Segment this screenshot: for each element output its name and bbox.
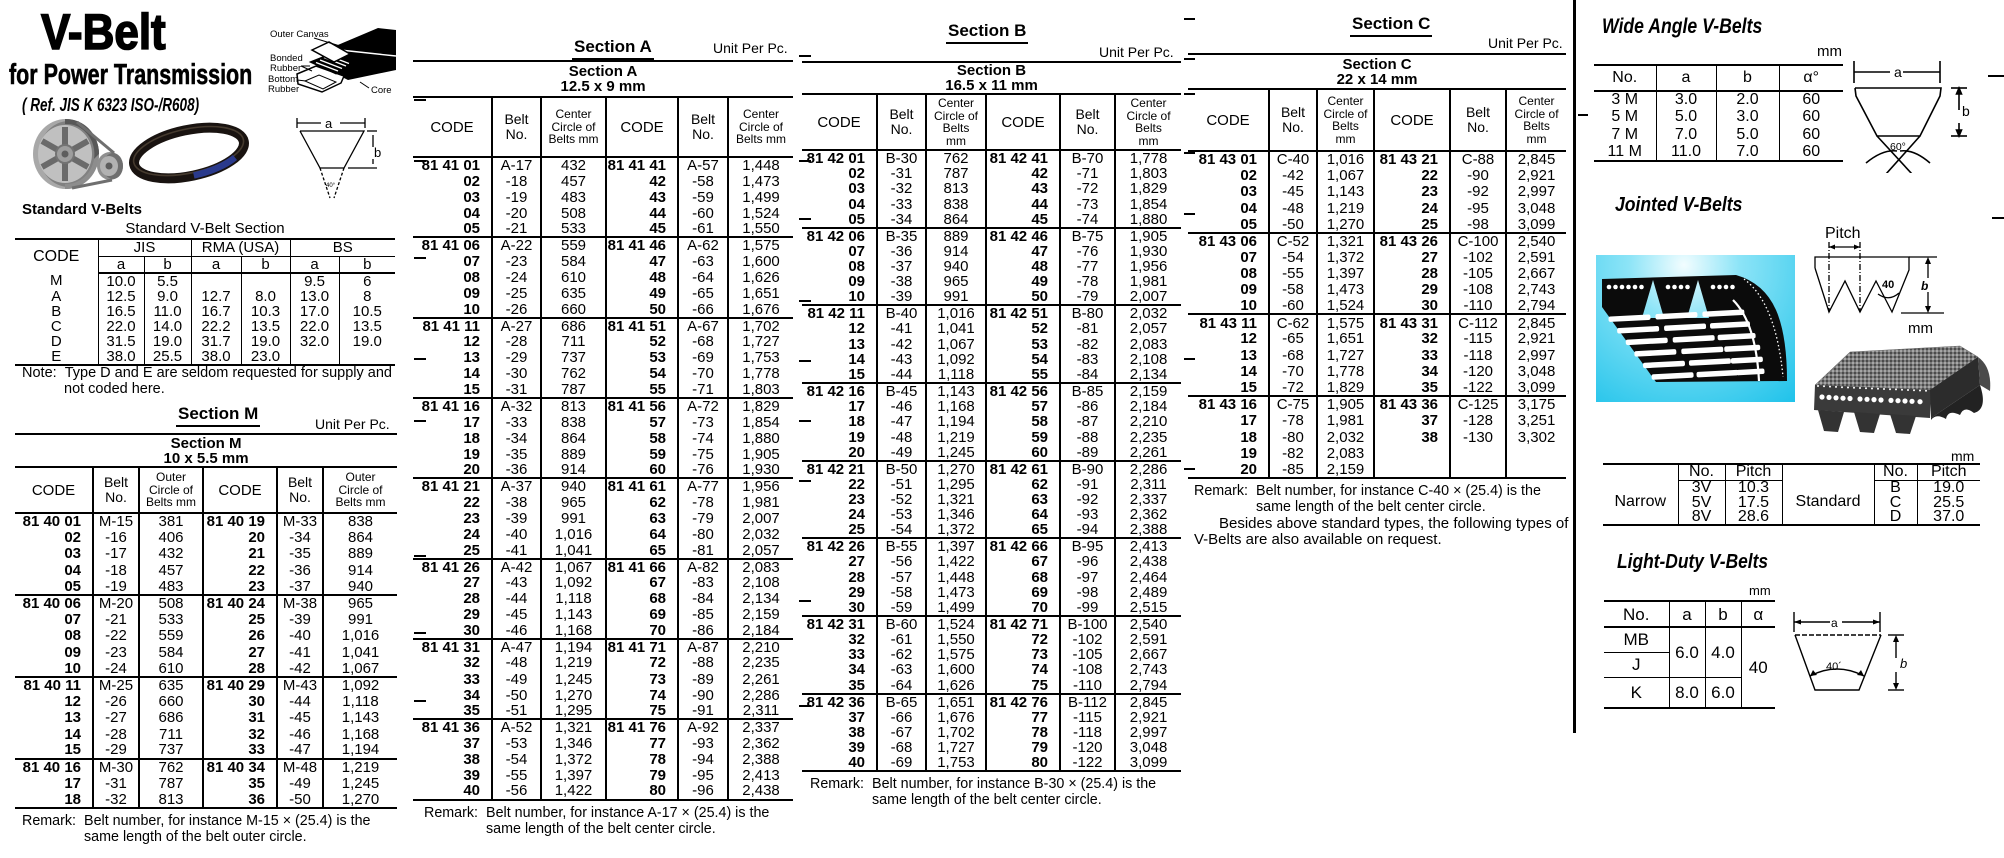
svg-text:60°: 60° <box>1890 141 1906 153</box>
svg-text:Rubber: Rubber <box>268 84 299 95</box>
svg-text:Bottom: Bottom <box>268 74 298 85</box>
svg-text:40°: 40° <box>326 183 336 189</box>
svg-text:Outer Canvas: Outer Canvas <box>270 29 329 40</box>
svg-text:b: b <box>1900 656 1907 671</box>
svg-text:mm: mm <box>1908 320 1933 337</box>
svg-text:b: b <box>1962 103 1970 119</box>
svg-text:Core: Core <box>371 85 392 96</box>
svg-text:a: a <box>1831 616 1838 630</box>
svg-text:Pitch: Pitch <box>1825 225 1861 242</box>
svg-text:a: a <box>1894 64 1902 80</box>
svg-text:Rubber: Rubber <box>270 63 301 74</box>
svg-text:a: a <box>325 116 333 131</box>
svg-text:Bonded: Bonded <box>270 53 303 64</box>
svg-text:40´: 40´ <box>1826 661 1842 673</box>
svg-text:b: b <box>374 145 381 160</box>
svg-text:b: b <box>1921 279 1928 293</box>
svg-text:40: 40 <box>1882 279 1894 291</box>
